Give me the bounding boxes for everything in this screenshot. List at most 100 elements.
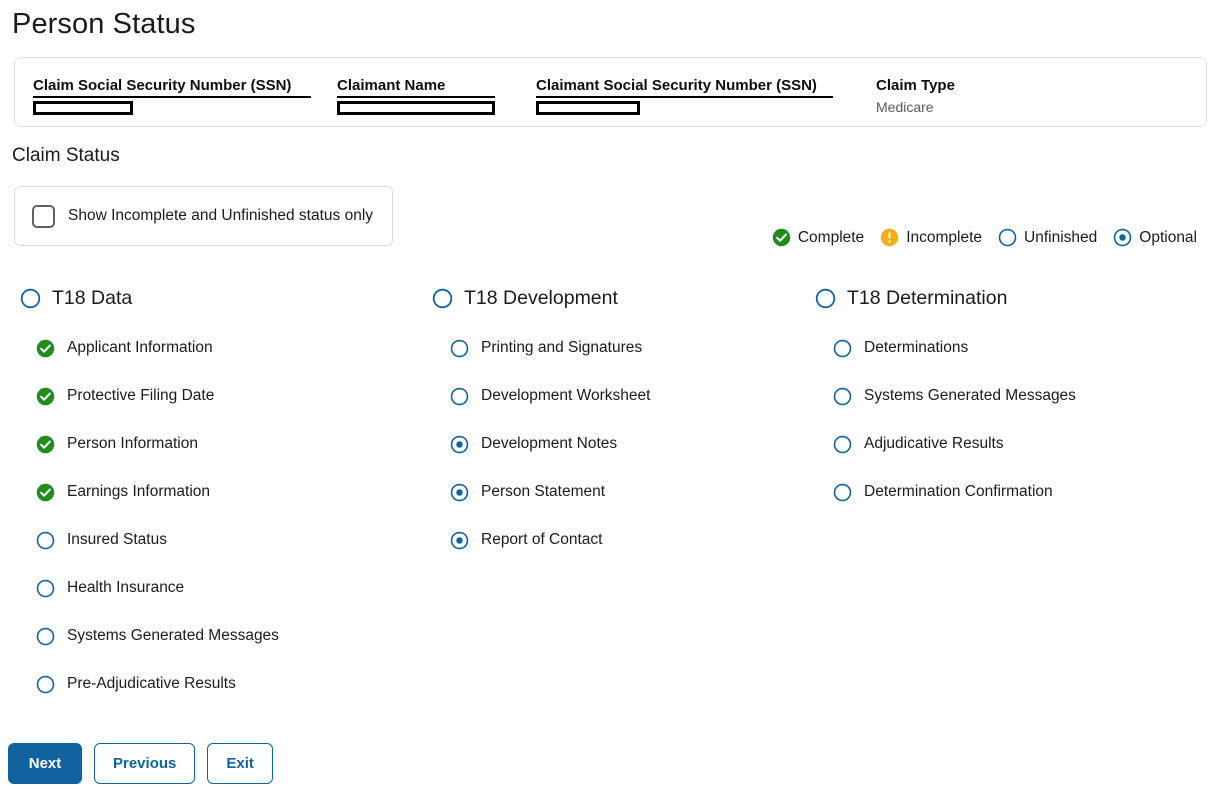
unfinished-status-icon [833,339,852,358]
status-item-label: Insured Status [67,531,167,548]
legend-item-incomplete: Incomplete [880,228,982,247]
status-item-label: Earnings Information [67,483,211,500]
complete-status-icon [36,483,55,502]
status-item[interactable]: Earnings Information [20,478,420,506]
status-item-label: Report of Contact [481,531,603,548]
claim-header-label: Claim Social Security Number (SSN) [33,76,311,98]
filter-label: Show Incomplete and Unfinished status on… [68,207,374,224]
legend-item-complete: Complete [772,228,864,247]
claim-header-fields: Claim Social Security Number (SSN) Claima… [15,58,1206,126]
page-title: Person Status [12,8,196,40]
status-item[interactable]: Systems Generated Messages [815,382,1205,410]
unfinished-status-icon [20,288,41,309]
claim-header-value: Medicare [876,99,934,115]
status-item-list: Applicant Information Protective Filing D… [20,334,420,698]
status-item-label: Systems Generated Messages [67,627,279,644]
status-item[interactable]: Person Information [20,430,420,458]
unfinished-status-icon [36,627,55,646]
optional-status-icon [1113,228,1132,247]
status-item-label: Determination Confirmation [864,483,1053,500]
status-item[interactable]: Health Insurance [20,574,420,602]
claim-header-field-1: Claimant Name [337,76,495,115]
status-item-label: Pre-Adjudicative Results [67,675,236,692]
legend-label: Complete [797,228,865,246]
status-item[interactable]: Insured Status [20,526,420,554]
status-column-2: T18 Determination Determinations Systems G… [815,280,1205,526]
column-heading[interactable]: T18 Determination [815,280,1205,316]
status-item-list: Printing and Signatures Development Works… [432,334,802,554]
filter-panel[interactable]: Show Incomplete and Unfinished status on… [14,186,393,246]
status-item[interactable]: Report of Contact [432,526,802,554]
unfinished-status-icon [450,387,469,406]
status-item[interactable]: Determinations [815,334,1205,362]
footer-buttons: Next Previous Exit [8,743,273,784]
unfinished-status-icon [833,435,852,454]
claim-header-label: Claimant Social Security Number (SSN) [536,76,833,98]
redacted-value-box [337,101,495,115]
status-legend: Complete Incomplete Unfinished Optional [772,228,1197,247]
unfinished-status-icon [833,387,852,406]
column-heading[interactable]: T18 Development [432,280,802,316]
claim-status-heading: Claim Status [12,145,120,166]
previous-button[interactable]: Previous [94,743,196,784]
status-item[interactable]: Adjudicative Results [815,430,1205,458]
optional-status-icon [450,483,469,502]
status-item[interactable]: Pre-Adjudicative Results [20,670,420,698]
unfinished-status-icon [833,483,852,502]
unfinished-status-icon [432,288,453,309]
unfinished-status-icon [36,579,55,598]
redacted-value-box [536,101,640,115]
claim-header-field-2: Claimant Social Security Number (SSN) [536,76,833,115]
status-item-list: Determinations Systems Generated Messages… [815,334,1205,506]
legend-item-unfinished: Unfinished [998,228,1097,247]
claim-header-field-3: Claim Type Medicare [876,76,966,117]
unfinished-status-icon [450,339,469,358]
status-item[interactable]: Person Statement [432,478,802,506]
legend-label: Incomplete [906,228,983,246]
legend-item-optional: Optional [1113,228,1197,247]
claim-header-label: Claim Type [876,77,955,94]
complete-status-icon [36,435,55,454]
status-item[interactable]: Determination Confirmation [815,478,1205,506]
status-column-0: T18 Data Applicant Information Protective … [20,280,420,718]
complete-status-icon [772,228,791,247]
column-heading-label: T18 Data [52,287,133,309]
unfinished-status-icon [36,531,55,550]
status-item-label: Systems Generated Messages [864,387,1076,404]
status-item[interactable]: Applicant Information [20,334,420,362]
status-item[interactable]: Development Notes [432,430,802,458]
claim-header-panel: Claim Social Security Number (SSN) Claima… [14,57,1207,127]
unfinished-status-icon [815,288,836,309]
legend-label: Optional [1139,228,1197,246]
legend-label: Unfinished [1024,228,1098,246]
unfinished-status-icon [36,675,55,694]
status-item[interactable]: Printing and Signatures [432,334,802,362]
status-item-label: Person Information [67,435,198,452]
status-item-label: Person Statement [481,483,606,500]
status-item[interactable]: Systems Generated Messages [20,622,420,650]
status-item[interactable]: Development Worksheet [432,382,802,410]
column-heading[interactable]: T18 Data [20,280,420,316]
exit-button[interactable]: Exit [207,743,273,784]
status-column-1: T18 Development Printing and Signatures De… [432,280,802,574]
column-heading-label: T18 Development [464,287,618,309]
show-incomplete-unfinished-checkbox[interactable] [32,204,55,228]
optional-status-icon [450,531,469,550]
status-item-label: Development Worksheet [481,387,651,404]
claim-header-field-0: Claim Social Security Number (SSN) [33,76,311,115]
next-button[interactable]: Next [8,743,82,784]
status-item-label: Determinations [864,339,969,356]
status-item-label: Printing and Signatures [481,339,643,356]
status-item[interactable]: Protective Filing Date [20,382,420,410]
unfinished-status-icon [998,228,1017,247]
complete-status-icon [36,339,55,358]
status-item-label: Development Notes [481,435,618,452]
status-item-label: Health Insurance [67,579,185,596]
status-item-label: Adjudicative Results [864,435,1004,452]
status-item-label: Protective Filing Date [67,387,215,404]
complete-status-icon [36,387,55,406]
incomplete-status-icon [880,228,899,247]
column-heading-label: T18 Determination [847,287,1008,309]
claim-header-label: Claimant Name [337,76,495,98]
optional-status-icon [450,435,469,454]
